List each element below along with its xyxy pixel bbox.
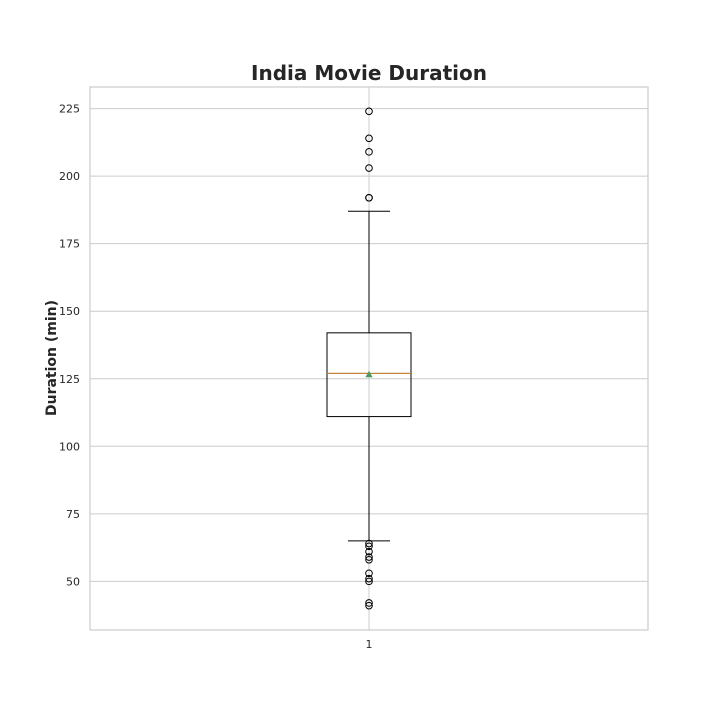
y-tick-label: 200 <box>59 170 80 183</box>
outlier-point <box>365 601 373 610</box>
outlier-point <box>365 148 373 156</box>
outlier-point <box>365 542 373 551</box>
mean-marker <box>365 370 373 378</box>
outlier-point <box>365 574 373 583</box>
outlier-point <box>365 577 373 586</box>
x-tick-labels: 1 <box>366 638 373 651</box>
y-tick-label: 75 <box>66 508 80 521</box>
outlier-point <box>365 107 373 116</box>
outlier-point <box>365 539 373 548</box>
y-tick-label: 100 <box>59 440 80 453</box>
outlier-point <box>365 134 373 143</box>
y-tick-label: 175 <box>59 238 80 251</box>
outlier-point <box>365 164 373 172</box>
y-tick-label: 225 <box>59 103 80 116</box>
y-tick-labels: 50 75 100 125 150 175 200 225 <box>59 103 80 589</box>
y-tick-label: 125 <box>59 373 80 386</box>
outlier-point <box>365 569 373 578</box>
outlier-point <box>365 193 373 202</box>
outlier-point <box>365 555 373 564</box>
outlier-point <box>365 599 373 607</box>
y-tick-label: 50 <box>66 575 80 588</box>
plot-frame <box>89 86 649 631</box>
iqr-box <box>326 332 412 418</box>
x-tick-label: 1 <box>366 638 373 651</box>
box-series <box>326 107 412 610</box>
y-tick-label: 150 <box>59 305 80 318</box>
y-axis-label: Duration (min) <box>44 300 60 416</box>
chart-title: India Movie Duration <box>251 61 487 85</box>
outlier-point <box>365 553 373 561</box>
outlier-point <box>365 547 373 556</box>
